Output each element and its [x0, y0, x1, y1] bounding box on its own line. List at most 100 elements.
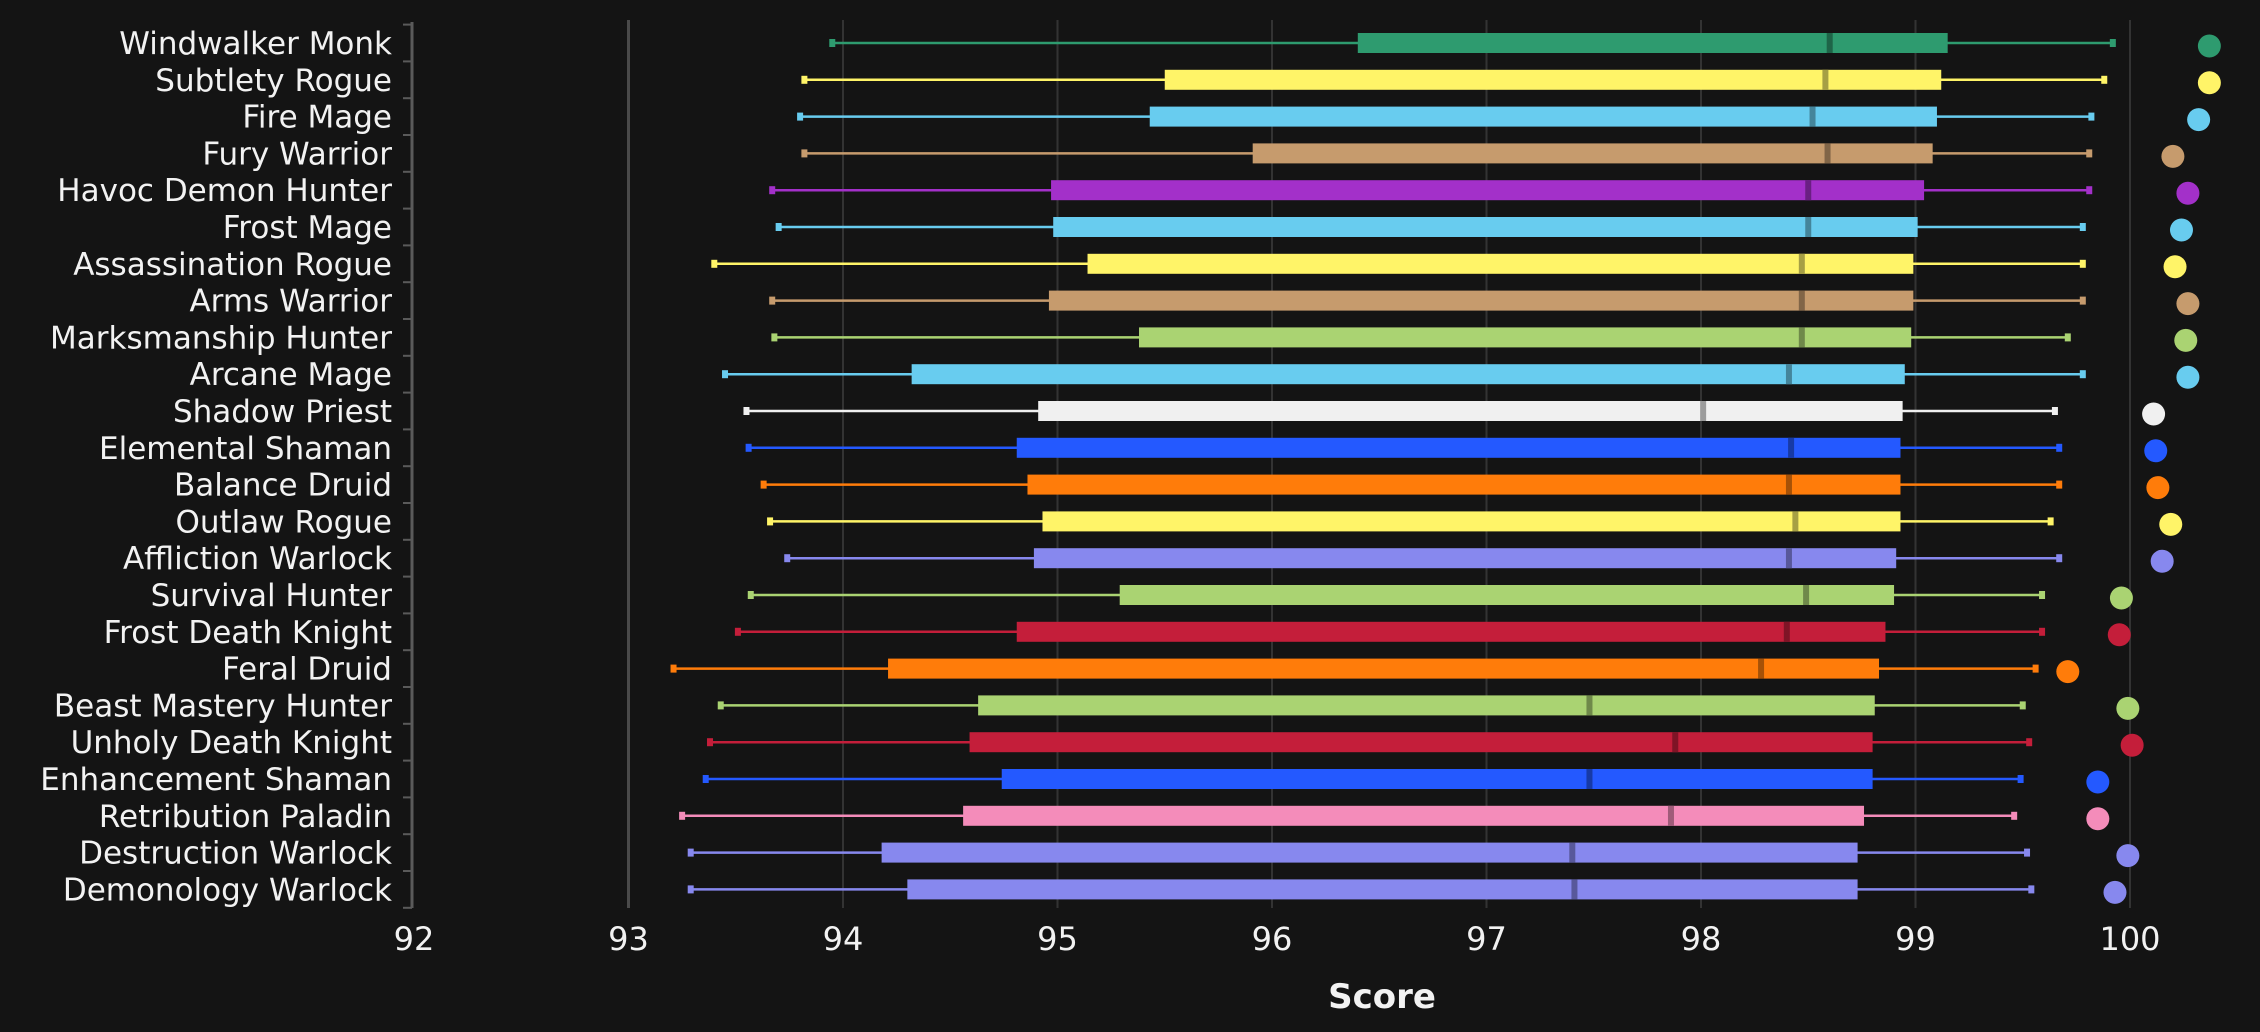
whisker-min-cap-balance-druid — [760, 480, 767, 489]
whisker-max-cap-shadow-priest — [2051, 407, 2058, 415]
whisker-max-cap-unholy-death-knight — [2026, 738, 2033, 747]
whisker-min-cap-survival-hunter — [747, 591, 754, 599]
whisker-min-cap-unholy-death-knight — [707, 738, 714, 747]
box-arcane-mage — [722, 364, 2200, 389]
whisker-min-cap-frost-mage — [775, 223, 782, 231]
box-shadow-priest — [743, 401, 2166, 426]
box-beast-mastery-hunter — [717, 695, 2140, 720]
iqr-box-windwalker-monk — [1357, 33, 1948, 53]
max-point-beast-mastery-hunter — [2116, 696, 2140, 720]
x-tick-labels: 92 93 94 95 96 97 98 99 100 — [394, 920, 2161, 958]
box-unholy-death-knight — [707, 732, 2144, 757]
median-marker-subtlety-rogue — [1822, 69, 1829, 90]
median-marker-shadow-priest — [1700, 401, 1707, 421]
category-label-enhancement-shaman: Enhancement Shaman — [40, 762, 392, 798]
median-marker-unholy-death-knight — [1672, 732, 1679, 753]
whisker-max-cap-fire-mage — [2088, 112, 2095, 121]
max-point-fire-mage — [2187, 108, 2211, 132]
whisker-min-cap-fire-mage — [797, 112, 804, 121]
whisker-max-cap-arms-warrior — [2079, 296, 2086, 305]
median-marker-windwalker-monk — [1826, 33, 1833, 53]
max-point-arms-warrior — [2176, 292, 2200, 316]
category-label-balance-druid: Balance Druid — [174, 468, 392, 504]
median-marker-marksmanship-hunter — [1798, 327, 1805, 348]
max-point-fury-warrior — [2161, 144, 2185, 168]
iqr-box-frost-death-knight — [1016, 621, 1886, 642]
max-point-feral-druid — [2056, 660, 2080, 684]
category-label-outlaw-rogue: Outlaw Rogue — [175, 504, 392, 540]
max-point-enhancement-shaman — [2086, 770, 2110, 794]
whisker-min-cap-frost-death-knight — [734, 627, 741, 636]
box-frost-mage — [775, 217, 2193, 242]
whisker-max-cap-feral-druid — [2032, 664, 2039, 673]
median-marker-survival-hunter — [1803, 585, 1810, 605]
whisker-max-cap-outlaw-rogue — [2047, 517, 2054, 526]
category-label-windwalker-monk: Windwalker Monk — [119, 26, 392, 62]
whisker-max-cap-survival-hunter — [2039, 591, 2046, 599]
category-label-frost-death-knight: Frost Death Knight — [104, 615, 392, 651]
whisker-min-cap-windwalker-monk — [829, 39, 836, 47]
iqr-box-assassination-rogue — [1087, 253, 1914, 274]
box-elemental-shaman — [745, 437, 2168, 463]
whisker-max-cap-demonology-warlock — [2028, 885, 2035, 894]
iqr-box-shadow-priest — [1038, 401, 1903, 421]
category-label-frost-mage: Frost Mage — [223, 210, 392, 246]
max-point-subtlety-rogue — [2197, 71, 2221, 95]
max-point-frost-death-knight — [2107, 623, 2131, 647]
category-label-shadow-priest: Shadow Priest — [173, 394, 392, 430]
whisker-max-cap-subtlety-rogue — [2101, 75, 2108, 84]
x-tick-label-95: 95 — [1037, 920, 1078, 958]
median-marker-arcane-mage — [1785, 364, 1792, 385]
iqr-box-survival-hunter — [1119, 585, 1895, 605]
max-point-affliction-warlock — [2150, 549, 2174, 573]
max-point-havoc-demon-hunter — [2176, 181, 2200, 205]
x-tick-label-99: 99 — [1895, 920, 1936, 958]
whisker-min-cap-affliction-warlock — [784, 554, 791, 563]
median-marker-fire-mage — [1809, 106, 1816, 127]
whisker-max-cap-windwalker-monk — [2109, 39, 2116, 47]
whisker-min-cap-fury-warrior — [801, 149, 808, 158]
category-label-fury-warrior: Fury Warrior — [202, 136, 392, 172]
category-label-affliction-warlock: Affliction Warlock — [123, 541, 392, 577]
iqr-box-frost-mage — [1053, 217, 1918, 237]
whisker-max-cap-enhancement-shaman — [2017, 775, 2024, 783]
median-marker-havoc-demon-hunter — [1805, 180, 1812, 201]
median-marker-beast-mastery-hunter — [1586, 695, 1593, 716]
iqr-box-beast-mastery-hunter — [978, 695, 1875, 716]
max-point-demonology-warlock — [2103, 880, 2127, 904]
x-tick-label-93: 93 — [608, 920, 649, 958]
max-point-outlaw-rogue — [2159, 512, 2183, 536]
median-marker-affliction-warlock — [1785, 548, 1792, 569]
max-point-shadow-priest — [2142, 402, 2166, 426]
box-fury-warrior — [801, 143, 2185, 168]
median-marker-demonology-warlock — [1571, 879, 1578, 900]
iqr-box-elemental-shaman — [1016, 437, 1901, 458]
median-marker-frost-mage — [1805, 217, 1812, 237]
whisker-max-cap-havoc-demon-hunter — [2086, 186, 2093, 195]
whisker-min-cap-arcane-mage — [722, 370, 729, 379]
category-label-marksmanship-hunter: Marksmanship Hunter — [50, 320, 392, 356]
iqr-box-fire-mage — [1149, 106, 1937, 127]
median-marker-feral-druid — [1758, 658, 1765, 679]
whisker-max-cap-marksmanship-hunter — [2064, 333, 2071, 342]
whisker-max-cap-retribution-paladin — [2011, 811, 2018, 820]
max-point-unholy-death-knight — [2120, 733, 2144, 757]
whisker-min-cap-destruction-warlock — [687, 848, 694, 857]
median-marker-retribution-paladin — [1667, 805, 1674, 826]
whisker-min-cap-retribution-paladin — [679, 811, 686, 820]
iqr-box-affliction-warlock — [1033, 548, 1897, 569]
whisker-max-cap-assassination-rogue — [2079, 259, 2086, 268]
whisker-max-cap-arcane-mage — [2079, 370, 2086, 379]
whisker-max-cap-elemental-shaman — [2056, 443, 2063, 452]
box-demonology-warlock — [687, 879, 2127, 904]
box-arms-warrior — [769, 290, 2200, 316]
max-point-assassination-rogue — [2163, 255, 2187, 279]
median-marker-fury-warrior — [1824, 143, 1831, 164]
box-retribution-paladin — [679, 805, 2110, 831]
iqr-box-feral-druid — [888, 658, 1880, 679]
whisker-min-cap-enhancement-shaman — [702, 775, 709, 783]
iqr-box-unholy-death-knight — [969, 732, 1873, 753]
